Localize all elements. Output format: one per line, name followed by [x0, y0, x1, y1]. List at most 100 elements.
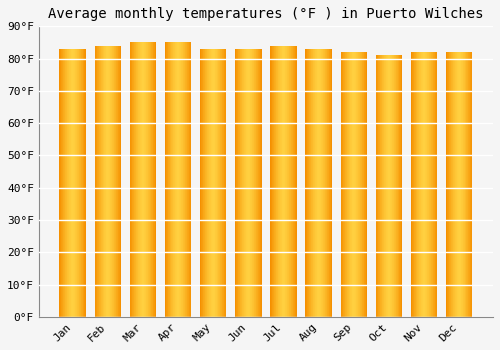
Bar: [252, 49, 253, 317]
Bar: [182, 42, 184, 317]
Bar: [421, 52, 422, 317]
Bar: [400, 55, 401, 317]
Bar: [96, 46, 97, 317]
Bar: [204, 49, 206, 317]
Bar: [387, 55, 388, 317]
Bar: [314, 49, 316, 317]
Bar: [145, 42, 146, 317]
Bar: [411, 52, 412, 317]
Bar: [285, 46, 286, 317]
Bar: [466, 52, 467, 317]
Bar: [186, 42, 188, 317]
Bar: [147, 42, 148, 317]
Bar: [253, 49, 254, 317]
Bar: [448, 52, 450, 317]
Bar: [415, 52, 416, 317]
Bar: [401, 55, 402, 317]
Bar: [79, 49, 80, 317]
Bar: [149, 42, 150, 317]
Bar: [363, 52, 364, 317]
Bar: [376, 55, 377, 317]
Bar: [422, 52, 423, 317]
Bar: [106, 46, 107, 317]
Bar: [395, 55, 396, 317]
Bar: [378, 55, 379, 317]
Bar: [382, 55, 383, 317]
Bar: [139, 42, 140, 317]
Bar: [138, 42, 139, 317]
Bar: [225, 49, 226, 317]
Bar: [105, 46, 106, 317]
Bar: [101, 46, 102, 317]
Bar: [351, 52, 352, 317]
Bar: [137, 42, 138, 317]
Bar: [284, 46, 285, 317]
Bar: [450, 52, 452, 317]
Bar: [202, 49, 203, 317]
Bar: [148, 42, 149, 317]
Bar: [331, 49, 332, 317]
Bar: [104, 46, 105, 317]
Bar: [426, 52, 428, 317]
Bar: [384, 55, 385, 317]
Bar: [318, 49, 320, 317]
Bar: [462, 52, 463, 317]
Bar: [260, 49, 261, 317]
Bar: [235, 49, 236, 317]
Bar: [346, 52, 347, 317]
Bar: [245, 49, 246, 317]
Bar: [452, 52, 454, 317]
Bar: [255, 49, 256, 317]
Bar: [320, 49, 322, 317]
Bar: [349, 52, 350, 317]
Bar: [420, 52, 421, 317]
Bar: [416, 52, 417, 317]
Bar: [151, 42, 152, 317]
Bar: [70, 49, 72, 317]
Bar: [330, 49, 331, 317]
Bar: [249, 49, 250, 317]
Bar: [62, 49, 64, 317]
Bar: [211, 49, 212, 317]
Bar: [250, 49, 251, 317]
Bar: [424, 52, 426, 317]
Bar: [412, 52, 413, 317]
Bar: [154, 42, 155, 317]
Bar: [459, 52, 460, 317]
Bar: [136, 42, 137, 317]
Bar: [359, 52, 360, 317]
Bar: [423, 52, 424, 317]
Bar: [353, 52, 354, 317]
Bar: [83, 49, 84, 317]
Bar: [286, 46, 287, 317]
Bar: [170, 42, 171, 317]
Bar: [270, 46, 271, 317]
Bar: [103, 46, 104, 317]
Bar: [133, 42, 134, 317]
Bar: [469, 52, 470, 317]
Bar: [471, 52, 472, 317]
Bar: [112, 46, 113, 317]
Bar: [360, 52, 361, 317]
Bar: [247, 49, 248, 317]
Bar: [200, 49, 202, 317]
Bar: [258, 49, 259, 317]
Bar: [272, 46, 273, 317]
Bar: [355, 52, 356, 317]
Bar: [146, 42, 147, 317]
Bar: [465, 52, 466, 317]
Bar: [130, 42, 131, 317]
Bar: [168, 42, 169, 317]
Bar: [80, 49, 81, 317]
Bar: [324, 49, 325, 317]
Bar: [290, 46, 291, 317]
Bar: [310, 49, 312, 317]
Bar: [430, 52, 432, 317]
Bar: [256, 49, 257, 317]
Bar: [361, 52, 362, 317]
Bar: [219, 49, 220, 317]
Bar: [254, 49, 255, 317]
Bar: [84, 49, 85, 317]
Bar: [329, 49, 330, 317]
Bar: [379, 55, 380, 317]
